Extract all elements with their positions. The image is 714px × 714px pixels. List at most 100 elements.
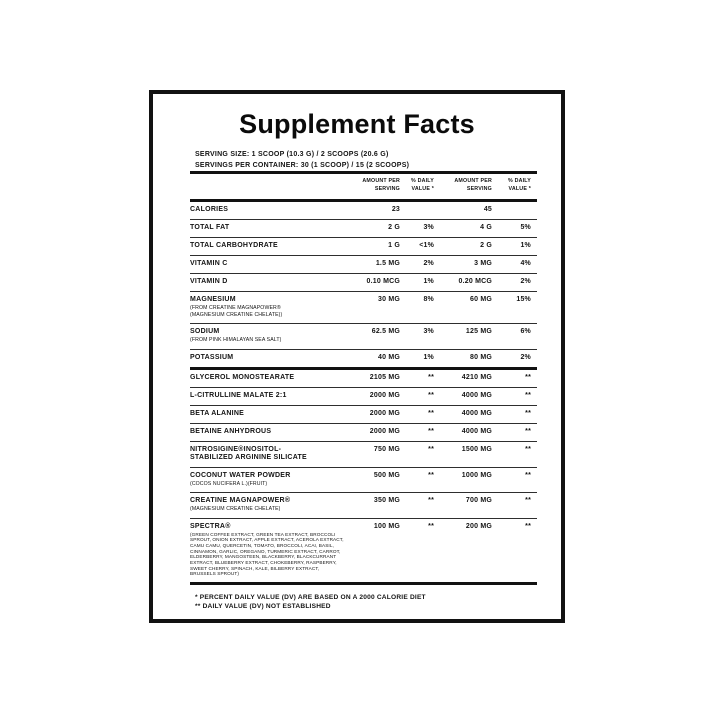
- amount-1-scoop-value: 1.5 MG: [375, 260, 400, 267]
- footnote-dv-not-established: ** DAILY VALUE (DV) NOT ESTABLISHED: [195, 603, 331, 611]
- dv-1-scoop-value: 1%: [423, 353, 434, 361]
- ingredient-name: VITAMIN D: [190, 278, 228, 285]
- amount-1-scoop-value: 350 MG: [373, 497, 400, 504]
- footnotes: * PERCENT DAILY VALUE (DV) ARE BASED ON …: [195, 593, 537, 611]
- ingredient-cell: BETA ALANINE: [190, 410, 345, 418]
- dv-1-scoop-value: **: [428, 522, 434, 530]
- amount-2-scoops-value: 45: [483, 206, 492, 213]
- amount-2-scoops-value: 80 MG: [469, 353, 492, 361]
- table-row: GLYCEROL MONOSTEARATE 2105 MG ** 4210 MG…: [190, 370, 537, 388]
- amount-2-scoops-value: 200 MG: [465, 522, 492, 530]
- dv-2-scoops-value: **: [525, 522, 531, 530]
- dv-2-scoops-value: **: [525, 373, 531, 381]
- ingredient-name: SPECTRA®: [190, 522, 231, 530]
- ingredient-cell: NITROSIGINE®INOSITOL- STABILIZED ARGININ…: [190, 446, 345, 462]
- table-row: BETAINE ANHYDROUS 2000 MG ** 4000 MG **: [190, 424, 537, 442]
- table-row: L-CITRULLINE MALATE 2:1 2000 MG ** 4000 …: [190, 388, 537, 406]
- dv-1-scoop-value: 3%: [423, 224, 434, 231]
- table-row: COCONUT WATER POWDER (COCOS NUCIFERA L.)…: [190, 468, 537, 493]
- ingredient-name: BETAINE ANHYDROUS: [190, 427, 272, 435]
- amount-1-scoop-value: 62.5 MG: [371, 328, 400, 335]
- table-row: CALORIES 23 45: [190, 202, 537, 220]
- amount-2-scoops-value: 700 MG: [465, 497, 492, 504]
- table-row: NITROSIGINE®INOSITOL- STABILIZED ARGININ…: [190, 442, 537, 468]
- ingredient-detail: (MAGNESIUM CREATINE CHELATE): [190, 506, 281, 512]
- amount-2-scoops-value: 2 G: [480, 242, 492, 249]
- dv-2-scoops-value: 6%: [520, 328, 531, 335]
- col-header-dv-2-scoops: % DAILY VALUE *: [508, 178, 531, 192]
- ingredient-name: TOTAL CARBOHYDRATE: [190, 242, 278, 249]
- amount-1-scoop-value: 40 MG: [377, 353, 400, 361]
- dv-2-scoops-value: **: [525, 427, 531, 435]
- amount-1-scoop-value: 2000 MG: [369, 391, 400, 399]
- ingredient-cell: SPECTRA® (GREEN COFFEE EXTRACT, GREEN TE…: [190, 523, 345, 578]
- table-header-row: AMOUNT PER SERVING % DAILY VALUE * AMOUN…: [190, 174, 537, 199]
- dv-2-scoops-value: **: [525, 497, 531, 504]
- dv-2-scoops-value: 5%: [520, 224, 531, 231]
- amount-2-scoops-value: 125 MG: [465, 328, 492, 335]
- amount-2-scoops-value: 1000 MG: [461, 471, 492, 479]
- table-row: MAGNESIUM (FROM CREATINE MAGNAPOWER® (MA…: [190, 292, 537, 324]
- label-content: SERVING SIZE: 1 SCOOP (10.3 G) / 2 SCOOP…: [190, 149, 537, 611]
- dv-1-scoop-value: **: [428, 373, 434, 381]
- amount-2-scoops-value: 4210 MG: [461, 373, 492, 381]
- table-row: TOTAL FAT 2 G 3% 4 G 5%: [190, 220, 537, 238]
- dv-2-scoops-value: **: [525, 471, 531, 479]
- dv-1-scoop-value: **: [428, 391, 434, 399]
- amount-2-scoops-value: 4000 MG: [461, 427, 492, 435]
- amount-1-scoop-value: 100 MG: [373, 522, 400, 530]
- dv-1-scoop-value: **: [428, 471, 434, 479]
- amount-1-scoop-value: 30 MG: [377, 296, 400, 303]
- dv-2-scoops-value: 4%: [520, 260, 531, 267]
- amount-1-scoop-value: 0.10 MCG: [366, 278, 400, 285]
- dv-1-scoop-value: 1%: [423, 278, 434, 285]
- ingredient-name: BETA ALANINE: [190, 409, 245, 417]
- ingredient-cell: COCONUT WATER POWDER (COCOS NUCIFERA L.)…: [190, 472, 345, 488]
- amount-2-scoops-value: 4000 MG: [461, 409, 492, 417]
- dv-1-scoop-value: <1%: [419, 242, 434, 249]
- amount-1-scoop-value: 2 G: [388, 224, 400, 231]
- ingredient-name: CREATINE MAGNAPOWER®: [190, 497, 291, 504]
- divider-top: [190, 171, 537, 174]
- ingredient-cell: L-CITRULLINE MALATE 2:1: [190, 392, 345, 400]
- serving-info: SERVING SIZE: 1 SCOOP (10.3 G) / 2 SCOOP…: [195, 149, 537, 171]
- ingredient-cell: TOTAL CARBOHYDRATE: [190, 242, 345, 250]
- amount-2-scoops-value: 60 MG: [469, 296, 492, 303]
- dv-1-scoop-value: **: [428, 497, 434, 504]
- ingredient-name: VITAMIN C: [190, 260, 228, 267]
- table-row: TOTAL CARBOHYDRATE 1 G <1% 2 G 1%: [190, 238, 537, 256]
- amount-2-scoops-value: 3 MG: [474, 260, 492, 267]
- col-header-amount-2-scoops: AMOUNT PER SERVING: [454, 178, 492, 192]
- ingredient-cell: VITAMIN D: [190, 278, 345, 286]
- footnote-percent-dv: * PERCENT DAILY VALUE (DV) ARE BASED ON …: [195, 594, 426, 602]
- dv-2-scoops-value: **: [525, 445, 531, 453]
- amount-2-scoops-value: 4 G: [480, 224, 492, 231]
- dv-2-scoops-value: 2%: [520, 278, 531, 285]
- amount-1-scoop-value: 750 MG: [373, 445, 400, 453]
- ingredient-cell: TOTAL FAT: [190, 224, 345, 232]
- ingredient-cell: GLYCEROL MONOSTEARATE: [190, 374, 345, 382]
- ingredient-cell: POTASSIUM: [190, 354, 345, 362]
- dv-2-scoops-value: 1%: [520, 242, 531, 249]
- divider-header: [190, 199, 537, 202]
- amount-2-scoops-value: 1500 MG: [461, 445, 492, 453]
- ingredient-detail: (GREEN COFFEE EXTRACT, GREEN TEA EXTRACT…: [190, 531, 344, 577]
- ingredient-cell: BETAINE ANHYDROUS: [190, 428, 345, 436]
- amount-2-scoops-value: 4000 MG: [461, 391, 492, 399]
- ingredient-name: POTASSIUM: [190, 353, 234, 361]
- amount-1-scoop-value: 2105 MG: [369, 373, 400, 381]
- dv-2-scoops-value: 15%: [516, 296, 531, 303]
- ingredient-name: CALORIES: [190, 206, 229, 213]
- table-row: SODIUM (FROM PINK HIMALAYAN SEA SALT) 62…: [190, 324, 537, 350]
- amount-2-scoops-value: 0.20 MCG: [458, 278, 492, 285]
- ingredient-cell: VITAMIN C: [190, 260, 345, 268]
- dv-1-scoop-value: **: [428, 427, 434, 435]
- ingredient-cell: CALORIES: [190, 206, 345, 214]
- label-title: Supplement Facts: [239, 109, 475, 139]
- ingredient-cell: MAGNESIUM (FROM CREATINE MAGNAPOWER® (MA…: [190, 296, 345, 318]
- table-row: BETA ALANINE 2000 MG ** 4000 MG **: [190, 406, 537, 424]
- supplement-facts-label: Supplement Facts SERVING SIZE: 1 SCOOP (…: [149, 90, 565, 623]
- ingredient-name: COCONUT WATER POWDER: [190, 471, 291, 479]
- dv-2-scoops-value: **: [525, 409, 531, 417]
- ingredient-detail: (COCOS NUCIFERA L.)(FRUIT): [190, 480, 268, 487]
